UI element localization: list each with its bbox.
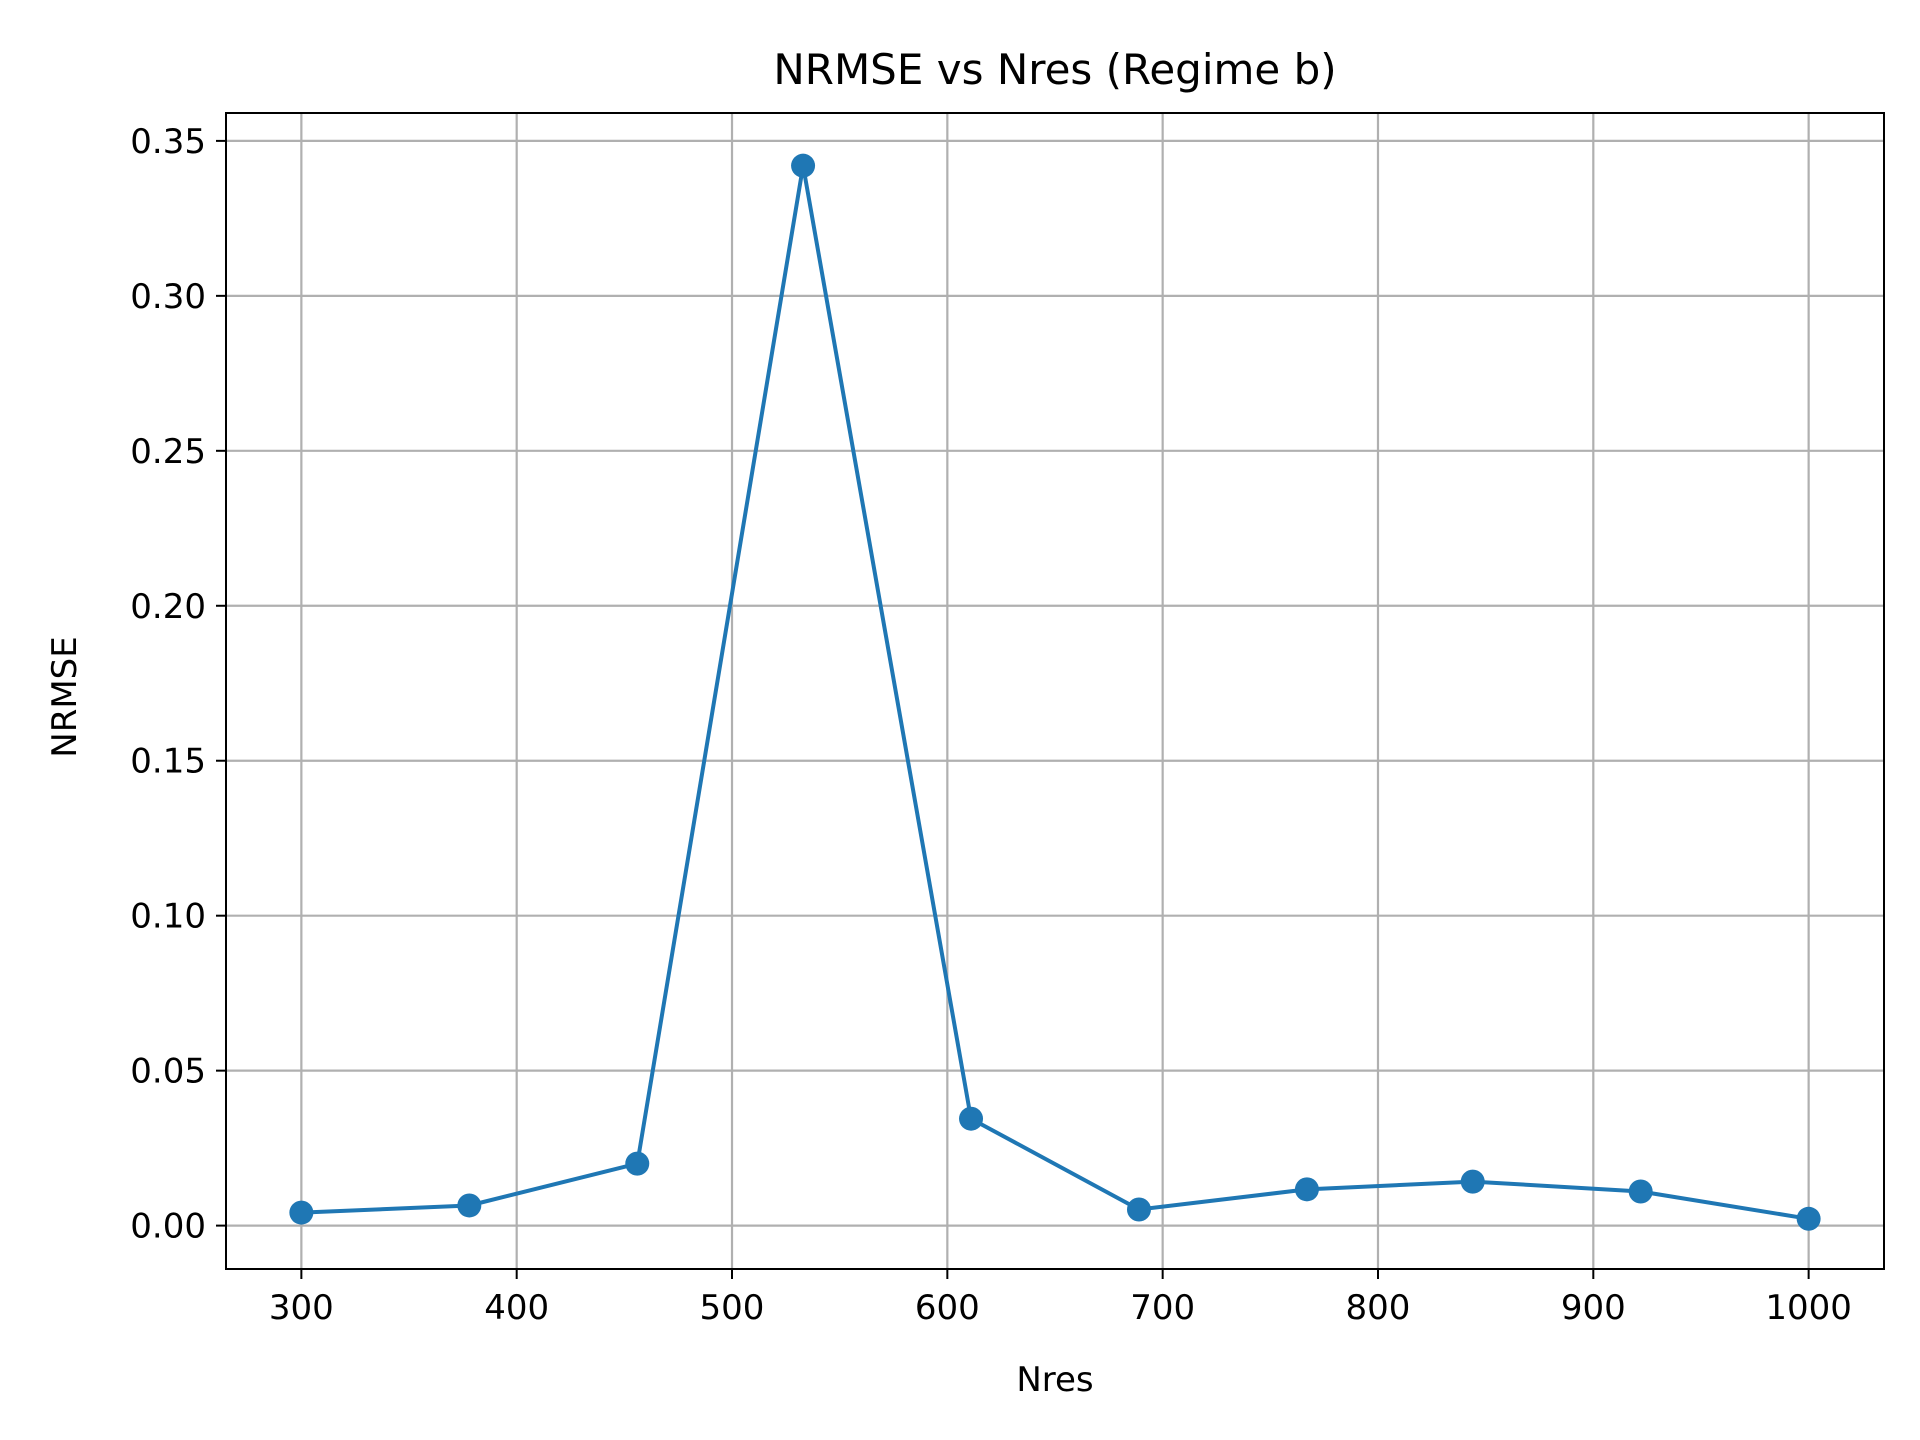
plot-area-frame (225, 112, 1885, 1270)
x-tick-label: 300 (269, 1288, 334, 1328)
data-point-marker (1460, 1169, 1485, 1194)
x-tick-label: 500 (700, 1288, 765, 1328)
ticks: 300 400 500 600 700 800 900 1000 0.00 0.05 0.10 0.1… (130, 122, 1852, 1328)
x-tick-label: 400 (484, 1288, 549, 1328)
data-point-marker (1126, 1197, 1151, 1222)
x-tick-label: 800 (1346, 1288, 1411, 1328)
y-tick-label: 0.05 (130, 1052, 206, 1092)
data-point-marker (1796, 1206, 1821, 1231)
data-point-marker (457, 1193, 482, 1218)
x-tick-label: 700 (1130, 1288, 1195, 1328)
data-point-marker (289, 1200, 314, 1225)
grid (226, 113, 1884, 1269)
data-point-marker (625, 1151, 650, 1176)
data-point-marker (1628, 1179, 1653, 1204)
x-tick-label: 600 (915, 1288, 980, 1328)
y-tick-label: 0.00 (130, 1207, 206, 1247)
y-axis-label: NRMSE (45, 636, 85, 757)
x-tick-label: 900 (1561, 1288, 1626, 1328)
y-tick-label: 0.20 (130, 587, 206, 627)
x-tick-label: 1000 (1765, 1288, 1852, 1328)
y-tick-label: 0.25 (130, 432, 206, 472)
y-tick-label: 0.15 (130, 742, 206, 782)
data-point-marker (1294, 1177, 1319, 1202)
data-point-marker (959, 1106, 984, 1131)
series-line (299, 163, 1811, 1221)
y-tick-label: 0.10 (130, 897, 206, 937)
data-point-marker (791, 153, 816, 178)
chart-title: NRMSE vs Nres (Regime b) (773, 45, 1336, 94)
series-group (289, 153, 1821, 1231)
y-tick-label: 0.30 (130, 277, 206, 317)
x-axis-label: Nres (1016, 1360, 1093, 1400)
y-tick-label: 0.35 (130, 122, 206, 162)
